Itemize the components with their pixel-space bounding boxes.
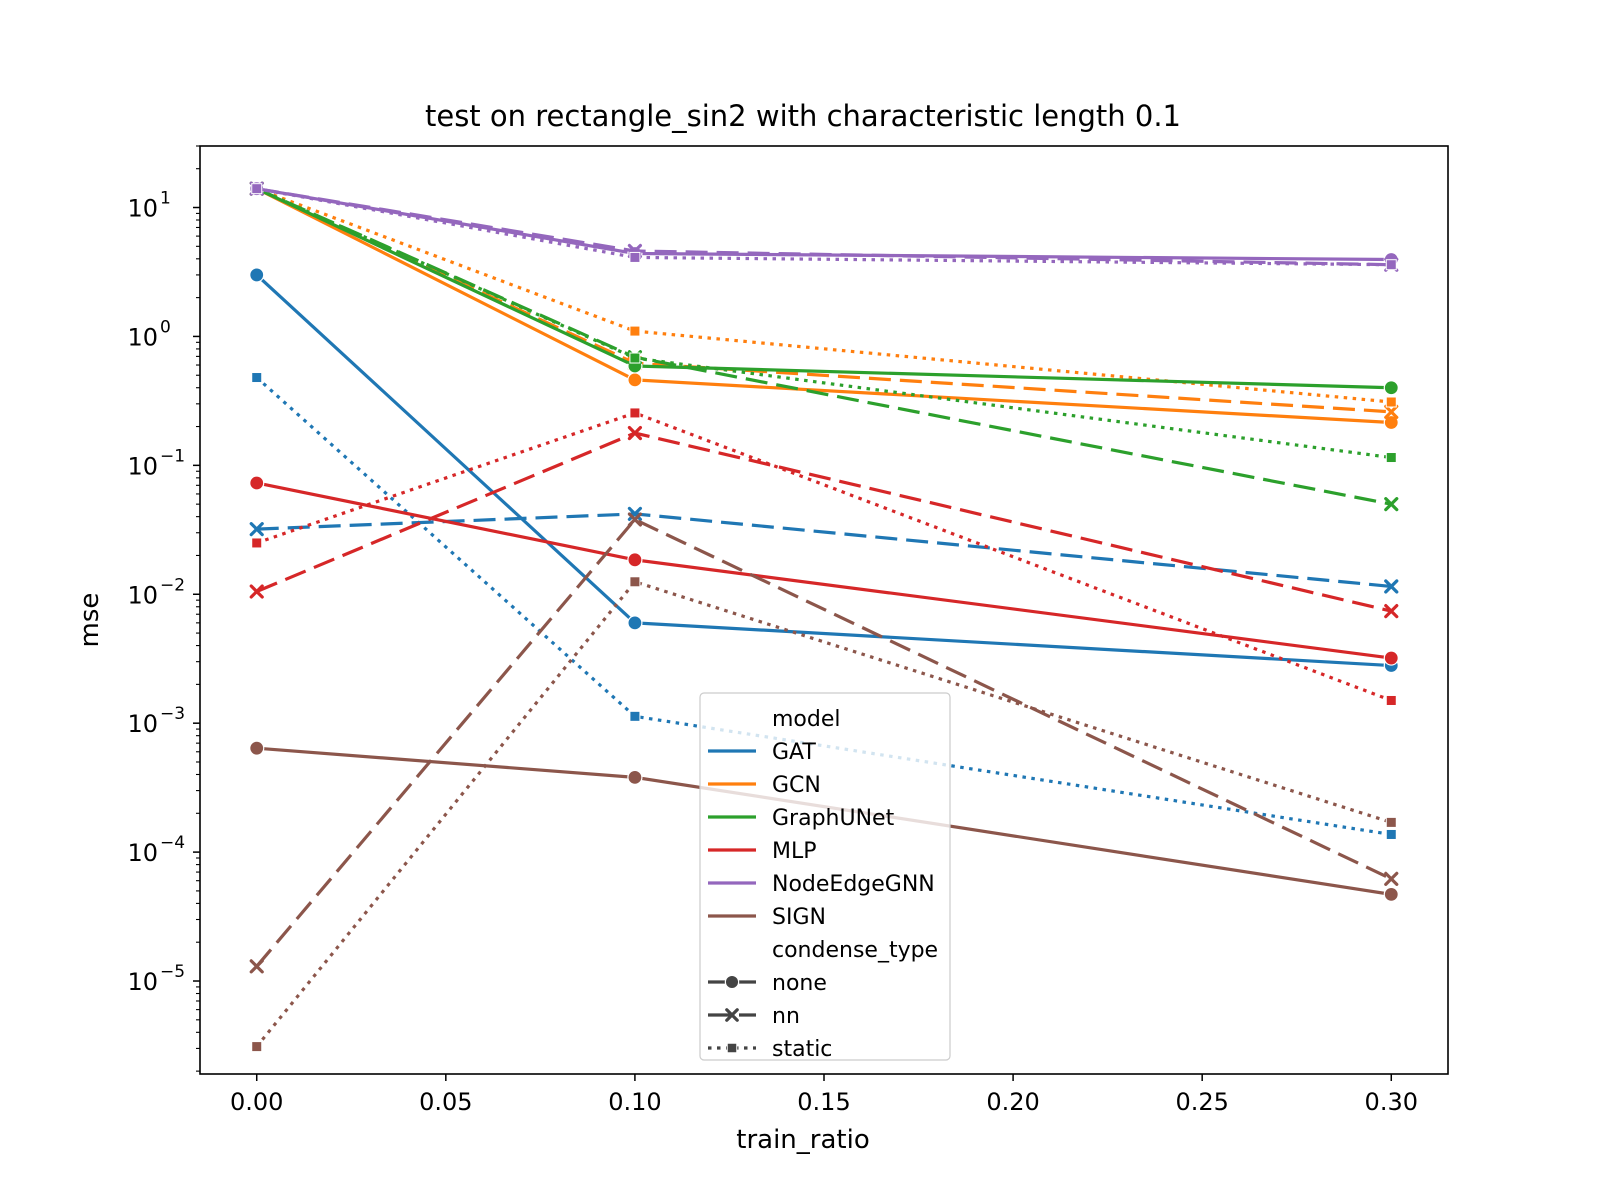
data-point-mlp-nn-1 [627, 425, 643, 441]
series-line-sign-static [255, 580, 1392, 1048]
data-point-gcn-static-1 [629, 325, 641, 337]
data-point-sign-static-0 [251, 1041, 263, 1053]
legend-marker-nn [725, 1008, 739, 1022]
y-tick-exponent: −5 [160, 962, 185, 982]
data-point-sign-none-2 [1383, 886, 1399, 902]
x-tick-label: 0.15 [797, 1088, 850, 1116]
chart-title: test on rectangle_sin2 with characterist… [425, 99, 1181, 133]
data-point-mlp-static-2 [1385, 694, 1397, 706]
legend-label-nodeedgegnn: NodeEdgeGNN [772, 872, 935, 897]
data-point-graphunet-none-2 [1383, 380, 1399, 396]
data-point-mlp-none-1 [627, 552, 643, 568]
legend-title-model: model [772, 707, 841, 732]
data-point-graphunet-nn-2 [1384, 497, 1399, 512]
x-tick-label: 0.00 [230, 1088, 283, 1116]
y-tick-label: 10 [127, 323, 158, 351]
x-tick-label: 0.20 [986, 1088, 1039, 1116]
legend-box [699, 692, 951, 1061]
legend-label-static: static [772, 1037, 832, 1062]
y-tick-label: 10 [127, 195, 158, 223]
data-point-sign-nn-1 [627, 512, 643, 527]
data-point-nodeedgegnn-static-0 [251, 183, 263, 195]
data-point-gat-static-2 [1385, 828, 1397, 840]
data-point-gcn-static-2 [1385, 396, 1397, 408]
data-point-sign-none-1 [627, 769, 643, 785]
series-line-nodeedgegnn-static [256, 187, 1392, 267]
legend-marker-none [724, 974, 740, 990]
x-axis-label: train_ratio [736, 1125, 869, 1155]
data-point-graphunet-static-2 [1385, 452, 1397, 464]
legend-label-gcn: GCN [772, 773, 821, 798]
y-tick-label: 10 [127, 452, 158, 480]
data-point-sign-nn-0 [249, 959, 264, 974]
data-point-gat-none-0 [249, 267, 265, 283]
series-line-gat-static [255, 376, 1392, 837]
x-tick-label: 0.25 [1175, 1088, 1228, 1116]
series-line-mlp-static [256, 411, 1392, 702]
data-point-mlp-nn-0 [249, 584, 264, 599]
data-point-gat-nn-2 [1384, 579, 1399, 594]
legend-label-sign: SIGN [772, 905, 826, 930]
y-tick-exponent: 1 [160, 189, 171, 209]
x-axis: 0.00 0.05 0.10 0.15 0.20 0.25 0.30 [230, 1074, 1418, 1116]
y-tick-label: 10 [127, 581, 158, 609]
y-tick-exponent: 0 [160, 317, 171, 337]
legend: model GAT GCN GraphUNet MLP NodeEdgeGNN SIGN co… [699, 692, 951, 1062]
y-tick-exponent: −4 [160, 833, 185, 853]
data-point-sign-none-0 [249, 740, 265, 756]
legend-label-mlp: MLP [772, 839, 817, 864]
y-tick-label: 10 [127, 839, 158, 867]
data-point-sign-static-2 [1385, 816, 1397, 828]
data-point-nodeedgegnn-static-1 [629, 251, 641, 263]
data-point-nodeedgegnn-static-2 [1385, 259, 1397, 271]
y-tick-label: 10 [127, 968, 158, 996]
x-tick-label: 0.05 [419, 1088, 472, 1116]
data-point-gat-static-0 [251, 372, 263, 384]
y-tick-exponent: −1 [160, 446, 185, 466]
legend-marker-static [726, 1042, 738, 1054]
data-point-gcn-none-1 [627, 372, 643, 388]
series-layer [249, 181, 1399, 1053]
y-axis-label: mse [75, 593, 105, 648]
x-tick-label: 0.30 [1365, 1088, 1418, 1116]
data-point-sign-nn-2 [1384, 871, 1399, 886]
data-point-gat-nn-0 [249, 522, 264, 537]
legend-label-gat: GAT [772, 740, 816, 765]
y-tick-label: 10 [127, 710, 158, 738]
legend-label-graphunet: GraphUNet [772, 806, 895, 831]
legend-title-condense-type: condense_type [772, 938, 938, 963]
plot-area [199, 145, 1449, 1075]
data-point-mlp-none-2 [1383, 650, 1399, 666]
data-point-gat-static-1 [629, 710, 641, 722]
legend-label-nn: nn [772, 1004, 800, 1029]
data-point-gcn-none-2 [1383, 414, 1399, 431]
data-point-mlp-static-1 [629, 407, 641, 419]
data-point-mlp-nn-2 [1384, 604, 1399, 619]
data-point-gcn-nn-2 [1384, 404, 1399, 419]
data-point-sign-static-1 [629, 576, 641, 588]
data-point-graphunet-static-1 [629, 352, 641, 364]
y-tick-exponent: −3 [160, 704, 185, 724]
legend-label-none: none [772, 971, 827, 996]
x-tick-label: 0.10 [608, 1088, 661, 1116]
data-point-gat-none-1 [627, 615, 643, 631]
series-line-sign-nn [255, 517, 1392, 968]
data-point-mlp-none-0 [249, 475, 265, 491]
data-point-mlp-static-0 [251, 537, 263, 549]
series-line-gcn-static [256, 187, 1392, 404]
y-tick-exponent: −2 [160, 575, 185, 595]
